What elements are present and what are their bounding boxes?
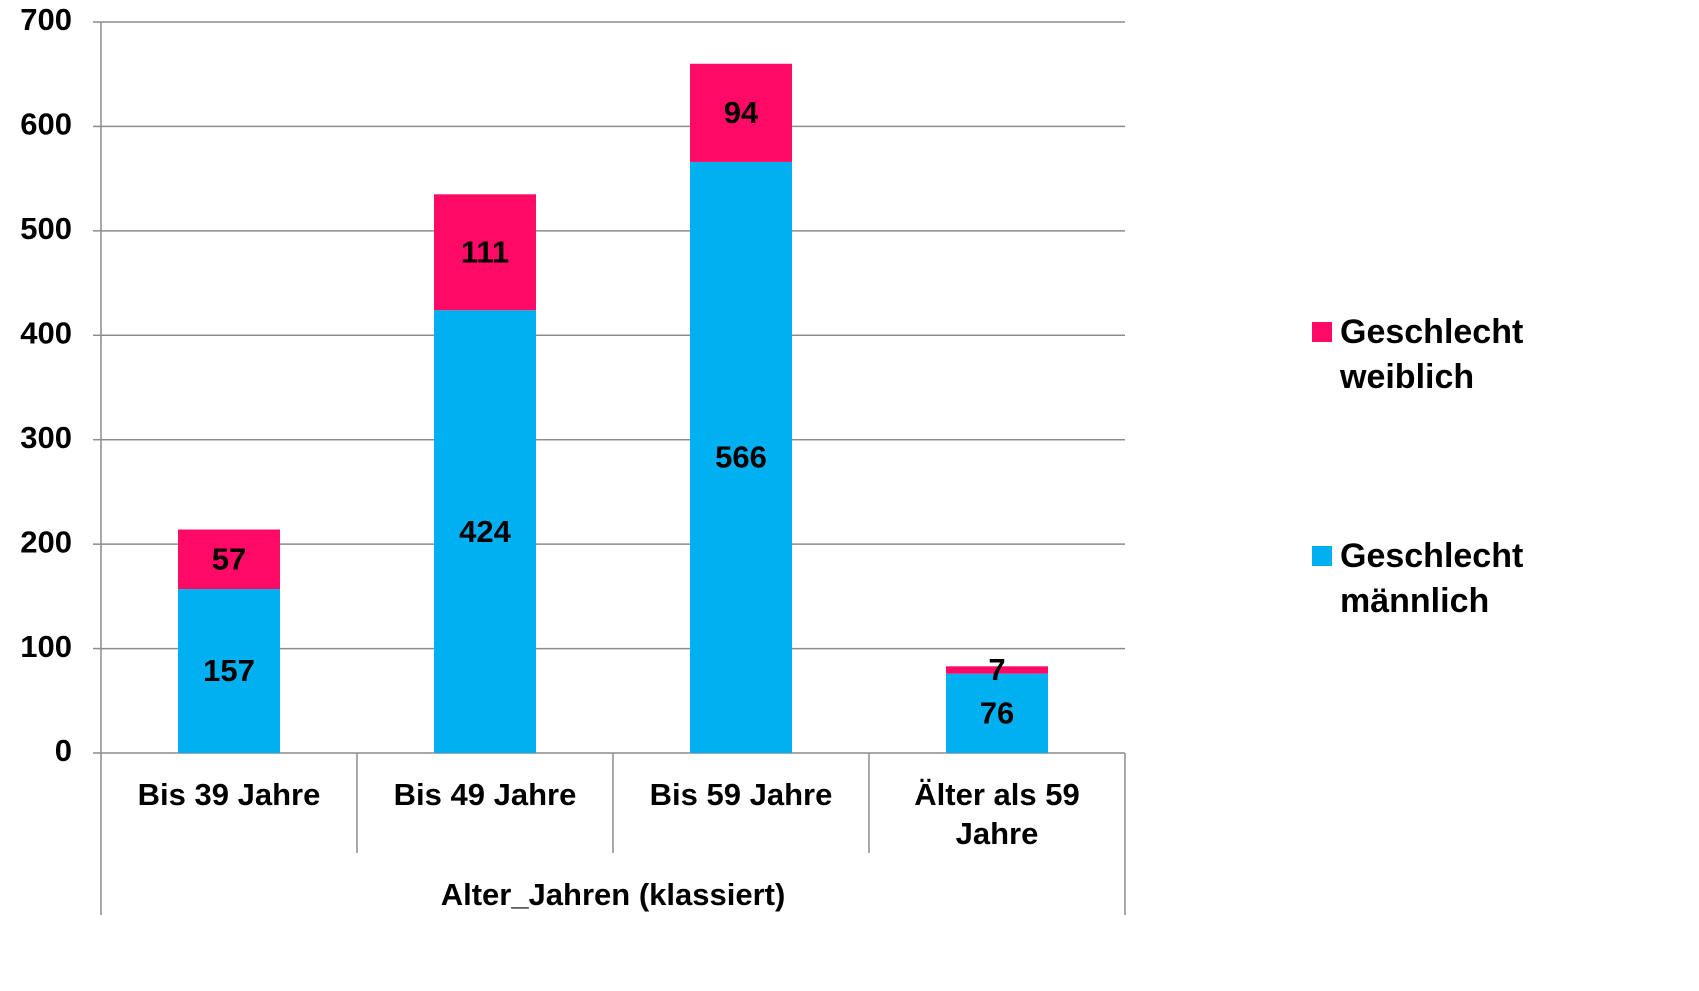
bar-segment [178, 589, 280, 753]
y-tick-label: 100 [20, 629, 72, 664]
data-label: 7 [988, 652, 1005, 687]
y-tick-label: 600 [20, 107, 72, 142]
y-tick-label: 0 [55, 733, 72, 768]
data-label: 566 [715, 440, 767, 475]
data-label: 76 [980, 696, 1014, 731]
data-label: 57 [212, 541, 246, 576]
bar-segment [690, 63, 792, 162]
y-tick-label: 500 [20, 211, 72, 246]
bar-segment [690, 161, 792, 754]
y-tick-label: 400 [20, 315, 72, 350]
bar-segment [434, 194, 536, 311]
legend-swatch [1312, 546, 1332, 566]
bar-segment [434, 310, 536, 753]
data-label: 111 [461, 234, 509, 269]
legend-label: Geschlecht männlich [1340, 537, 1524, 620]
x-tick-label: Bis 39 Jahre [137, 777, 321, 812]
legend-swatch [1312, 322, 1332, 342]
y-tick-label: 700 [20, 2, 72, 37]
x-tick-label: Älter als 59 Jahre [914, 777, 1080, 851]
bar-segment [178, 529, 280, 590]
data-label: 157 [203, 653, 255, 688]
data-label: 94 [724, 95, 759, 130]
bar-segment [946, 666, 1048, 674]
y-tick-label: 200 [20, 524, 72, 559]
y-tick-label: 300 [20, 420, 72, 455]
data-label: 424 [459, 514, 511, 549]
x-axis-title: Alter_Jahren (klassiert) [440, 877, 786, 912]
bar-segment [946, 673, 1048, 753]
legend-label: Geschlecht weiblich [1340, 313, 1524, 396]
x-tick-label: Bis 49 Jahre [393, 777, 577, 812]
x-tick-label: Bis 59 Jahre [649, 777, 833, 812]
